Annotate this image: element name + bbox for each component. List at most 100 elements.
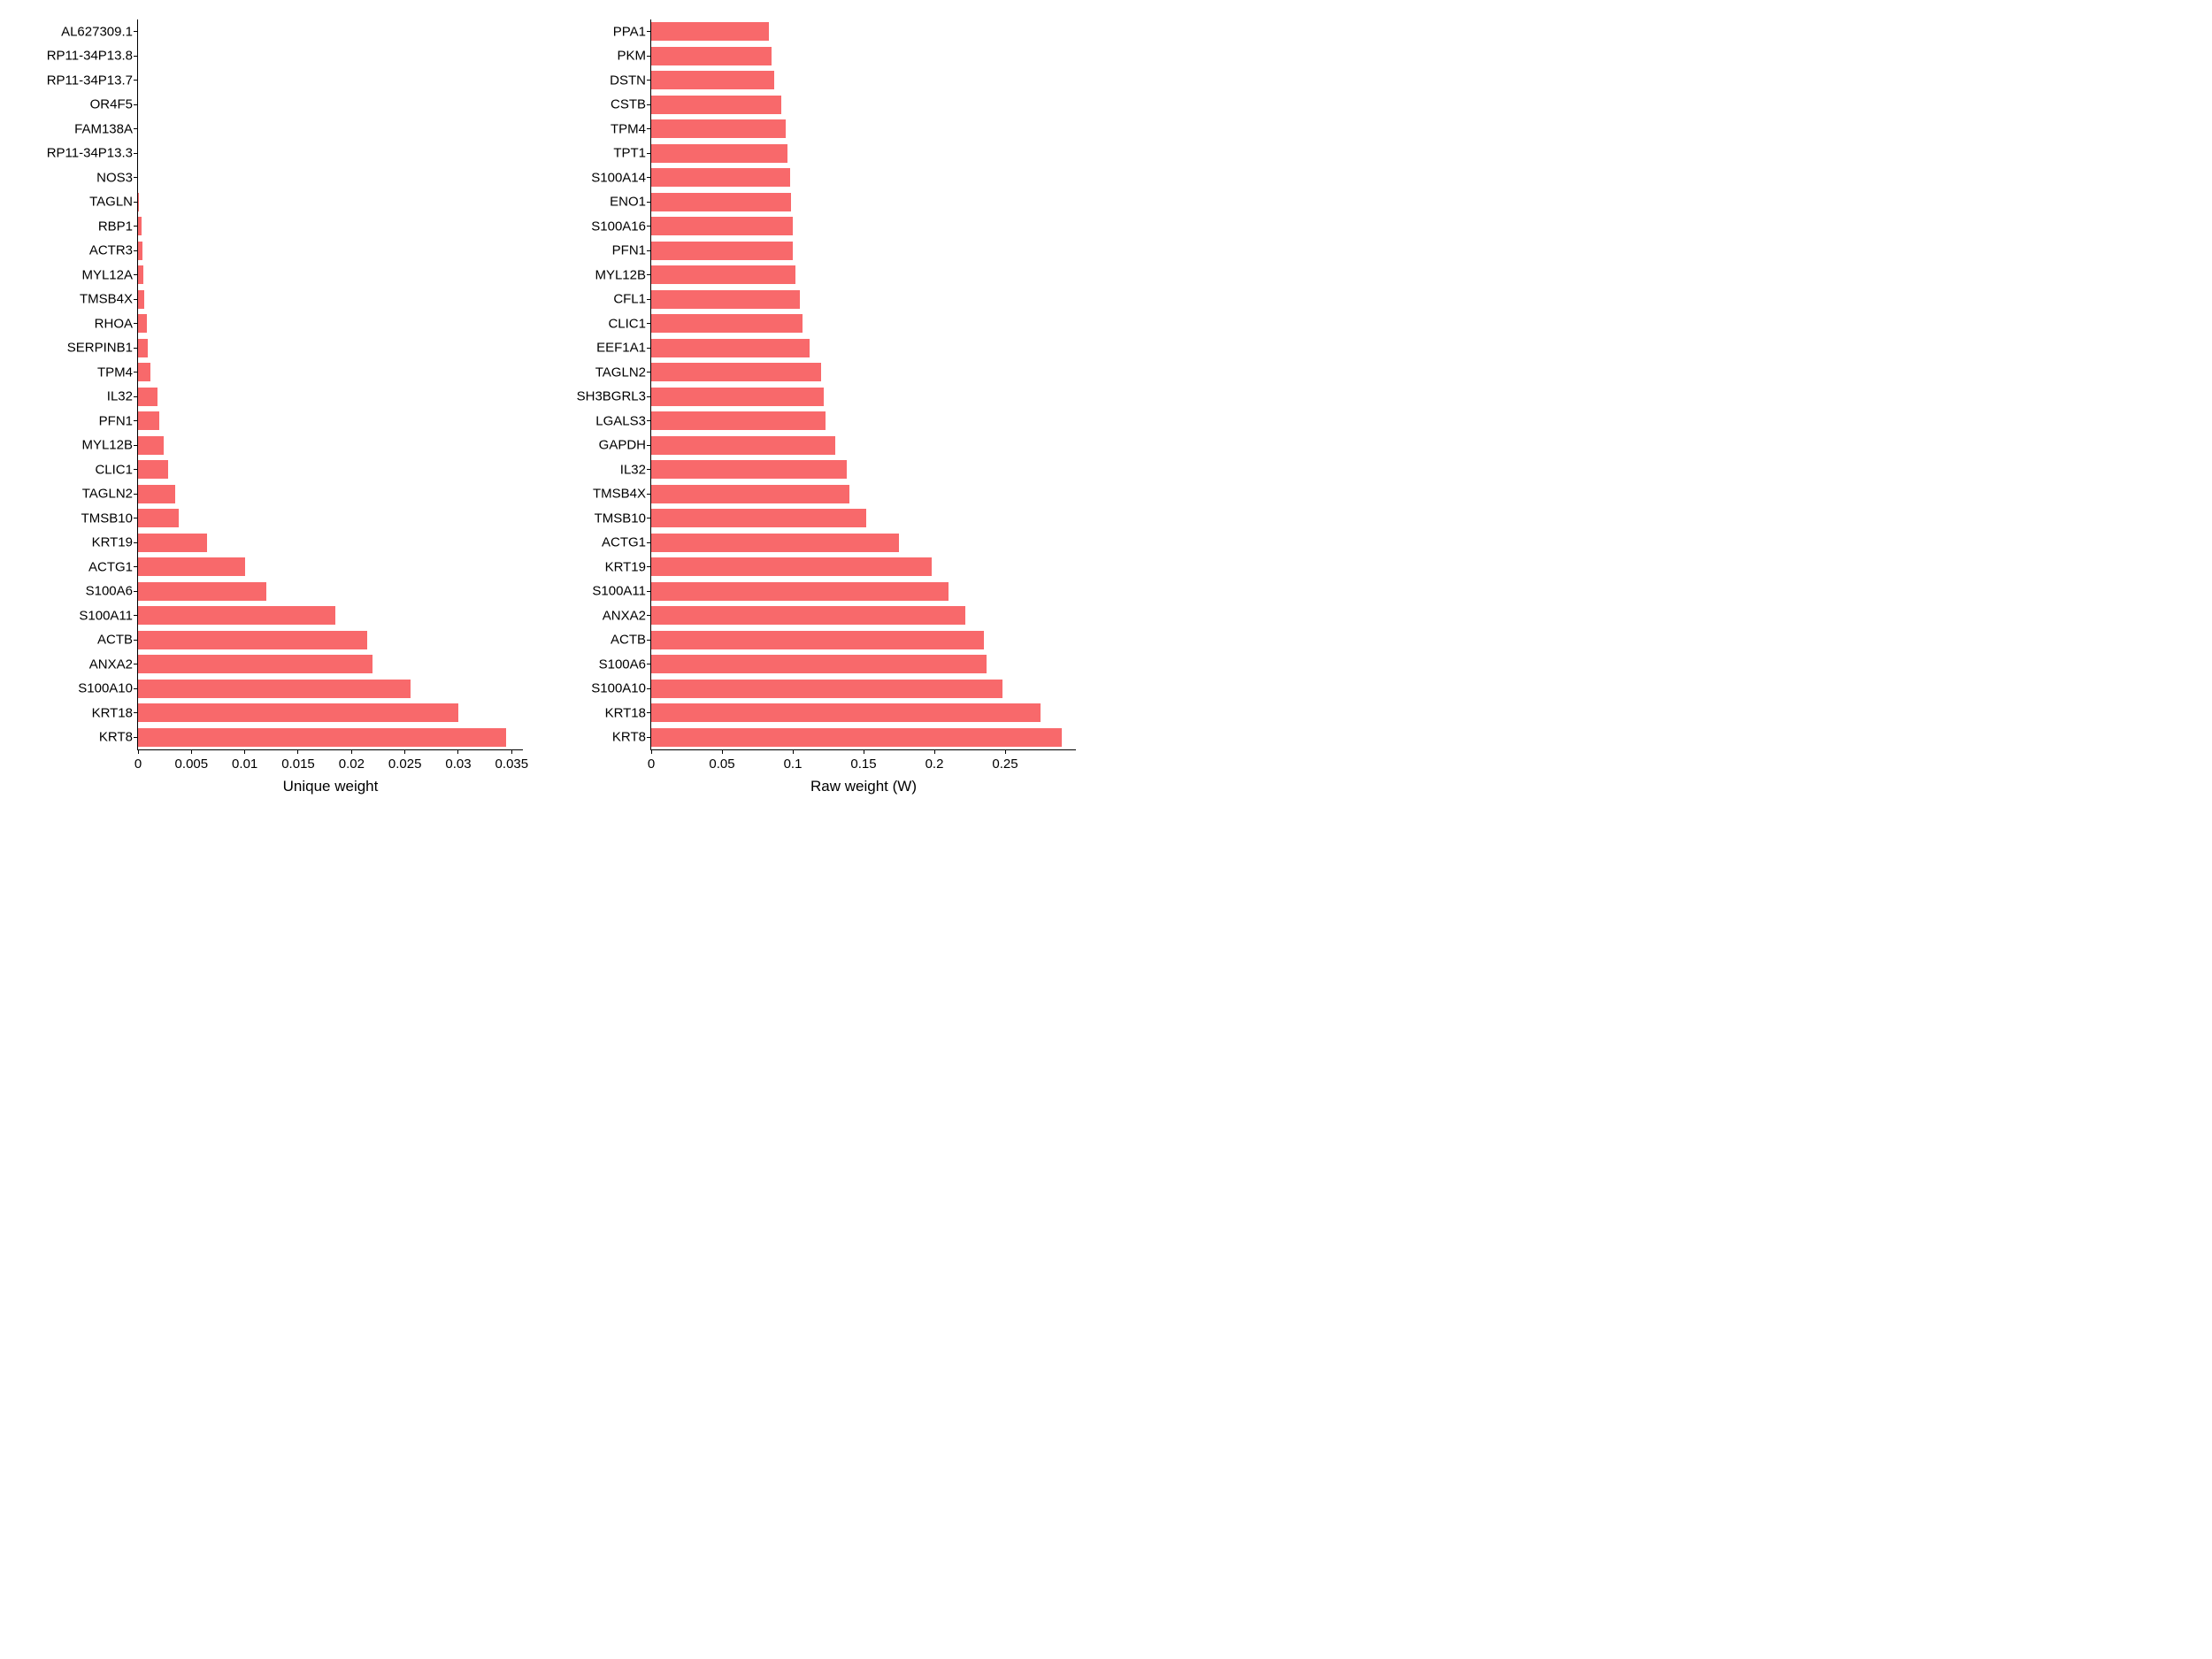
- y-tick: [647, 712, 651, 713]
- bar: [138, 728, 506, 747]
- y-tick-label: KRT18: [605, 705, 651, 720]
- bar: [138, 388, 157, 406]
- y-tick: [647, 104, 651, 105]
- y-tick-label: KRT18: [92, 705, 138, 720]
- y-tick: [134, 56, 138, 57]
- bar: [651, 339, 810, 357]
- y-tick-label: NOS3: [96, 170, 138, 185]
- x-tick-label: 0.03: [445, 749, 471, 772]
- bar: [651, 631, 984, 649]
- y-tick-label: ANXA2: [89, 657, 138, 672]
- y-tick: [134, 80, 138, 81]
- bar: [138, 460, 168, 479]
- y-tick: [647, 494, 651, 495]
- x-tick-label: 0.02: [339, 749, 365, 772]
- y-tick-label: KRT19: [92, 535, 138, 550]
- y-tick-label: DSTN: [610, 73, 651, 88]
- plot-area-right: PPA1PKMDSTNCSTBTPM4TPT1S100A14ENO1S100A1…: [650, 19, 1076, 750]
- y-tick-label: S100A11: [592, 584, 651, 599]
- y-tick-label: S100A11: [79, 608, 138, 623]
- y-tick-label: PFN1: [612, 243, 651, 258]
- bar: [651, 703, 1041, 722]
- x-tick-label: 0: [134, 749, 142, 772]
- bar: [138, 680, 411, 698]
- y-tick: [647, 202, 651, 203]
- y-tick-label: ACTG1: [88, 559, 138, 574]
- x-tick-label: 0.25: [992, 749, 1018, 772]
- bar: [138, 631, 367, 649]
- y-tick: [647, 31, 651, 32]
- bar: [651, 460, 847, 479]
- y-tick: [647, 640, 651, 641]
- y-tick: [647, 348, 651, 349]
- y-tick: [647, 177, 651, 178]
- y-tick-label: TMSB10: [81, 511, 138, 526]
- y-tick: [647, 323, 651, 324]
- x-tick-label: 0.015: [281, 749, 315, 772]
- y-tick-label: S100A6: [599, 657, 651, 672]
- y-tick: [134, 31, 138, 32]
- bar: [138, 265, 143, 284]
- y-tick-label: PFN1: [99, 413, 138, 428]
- bar: [651, 314, 803, 333]
- bar: [651, 144, 787, 163]
- bar: [651, 436, 835, 455]
- y-tick-label: TAGLN2: [595, 365, 651, 380]
- y-tick: [134, 372, 138, 373]
- y-tick: [647, 226, 651, 227]
- bar: [651, 557, 932, 576]
- x-tick-label: 0.05: [709, 749, 734, 772]
- bar: [138, 655, 373, 673]
- y-tick: [134, 640, 138, 641]
- y-tick-label: ACTR3: [89, 243, 138, 258]
- x-tick-label: 0.01: [232, 749, 257, 772]
- y-tick-label: ANXA2: [603, 608, 651, 623]
- y-tick-label: TMSB4X: [593, 487, 651, 502]
- y-tick: [647, 445, 651, 446]
- y-tick-label: GAPDH: [599, 438, 651, 453]
- y-tick: [134, 712, 138, 713]
- bar: [651, 411, 826, 430]
- y-tick: [134, 494, 138, 495]
- y-tick: [647, 250, 651, 251]
- y-tick: [134, 104, 138, 105]
- y-tick: [134, 274, 138, 275]
- y-tick-label: ACTB: [97, 633, 138, 648]
- plot-area-left: AL627309.1RP11-34P13.8RP11-34P13.7OR4F5F…: [137, 19, 523, 750]
- y-tick: [134, 469, 138, 470]
- y-tick: [134, 348, 138, 349]
- x-axis-label: Unique weight: [283, 778, 379, 795]
- y-tick-label: RP11-34P13.7: [47, 73, 138, 88]
- y-tick: [134, 323, 138, 324]
- bar: [138, 582, 266, 601]
- bar: [651, 606, 965, 625]
- y-tick-label: S100A10: [591, 681, 651, 696]
- y-tick: [134, 445, 138, 446]
- y-tick-label: TAGLN: [89, 195, 138, 210]
- y-tick: [134, 153, 138, 154]
- bar: [651, 193, 791, 211]
- bar: [651, 728, 1062, 747]
- y-tick-label: KRT19: [605, 559, 651, 574]
- y-tick-label: MYL12B: [595, 267, 651, 282]
- y-tick-label: RP11-34P13.8: [47, 49, 138, 64]
- bar: [651, 47, 772, 65]
- y-tick-label: TPM4: [611, 121, 651, 136]
- y-tick: [647, 566, 651, 567]
- bar: [138, 411, 159, 430]
- y-tick: [134, 128, 138, 129]
- y-tick: [647, 591, 651, 592]
- bar: [651, 509, 866, 527]
- bar: [651, 71, 774, 89]
- bar: [651, 290, 800, 309]
- bar: [138, 363, 150, 381]
- y-tick-label: TMSB10: [595, 511, 651, 526]
- y-tick: [134, 250, 138, 251]
- bar: [651, 242, 793, 260]
- y-tick-label: MYL12A: [81, 267, 138, 282]
- bar: [651, 388, 824, 406]
- bar: [651, 22, 769, 41]
- x-tick-label: 0: [648, 749, 655, 772]
- y-tick: [134, 396, 138, 397]
- y-tick-label: SERPINB1: [67, 341, 138, 356]
